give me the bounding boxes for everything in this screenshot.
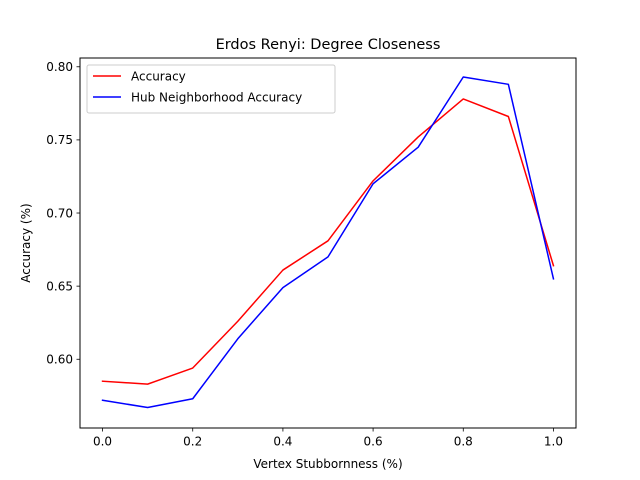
x-tick-label: 0.8 (454, 435, 473, 449)
x-tick-label: 0.6 (364, 435, 383, 449)
y-tick-label: 0.75 (46, 133, 73, 147)
x-tick-label: 0.2 (183, 435, 202, 449)
x-tick-label: 0.0 (93, 435, 112, 449)
plot-area (101, 76, 555, 409)
x-axis-label: Vertex Stubbornness (%) (253, 457, 402, 471)
legend-label-hub-neighborhood-accuracy: Hub Neighborhood Accuracy (131, 91, 302, 105)
axis-ticks: 0.0 0.2 0.4 0.6 0.8 1.0 0.60 0.65 0.70 0.75 0.80 (46, 60, 563, 448)
legend: Accuracy Hub Neighborhood Accuracy (86, 64, 336, 114)
chart-title: Erdos Renyi: Degree Closeness (216, 37, 441, 53)
y-tick-label: 0.70 (46, 206, 73, 220)
x-tick-label: 1.0 (544, 435, 563, 449)
x-tick-label: 0.4 (273, 435, 292, 449)
legend-box (86, 64, 336, 114)
legend-label-accuracy: Accuracy (131, 70, 186, 84)
y-axis-label: Accuracy (%) (19, 203, 33, 282)
axes-frame (79, 57, 577, 429)
y-tick-label: 0.80 (46, 60, 73, 74)
y-tick-label: 0.65 (46, 279, 73, 293)
series-line-hub-neighborhood-accuracy (101, 76, 555, 409)
y-tick-label: 0.60 (46, 353, 73, 367)
series-line-accuracy (101, 98, 555, 385)
